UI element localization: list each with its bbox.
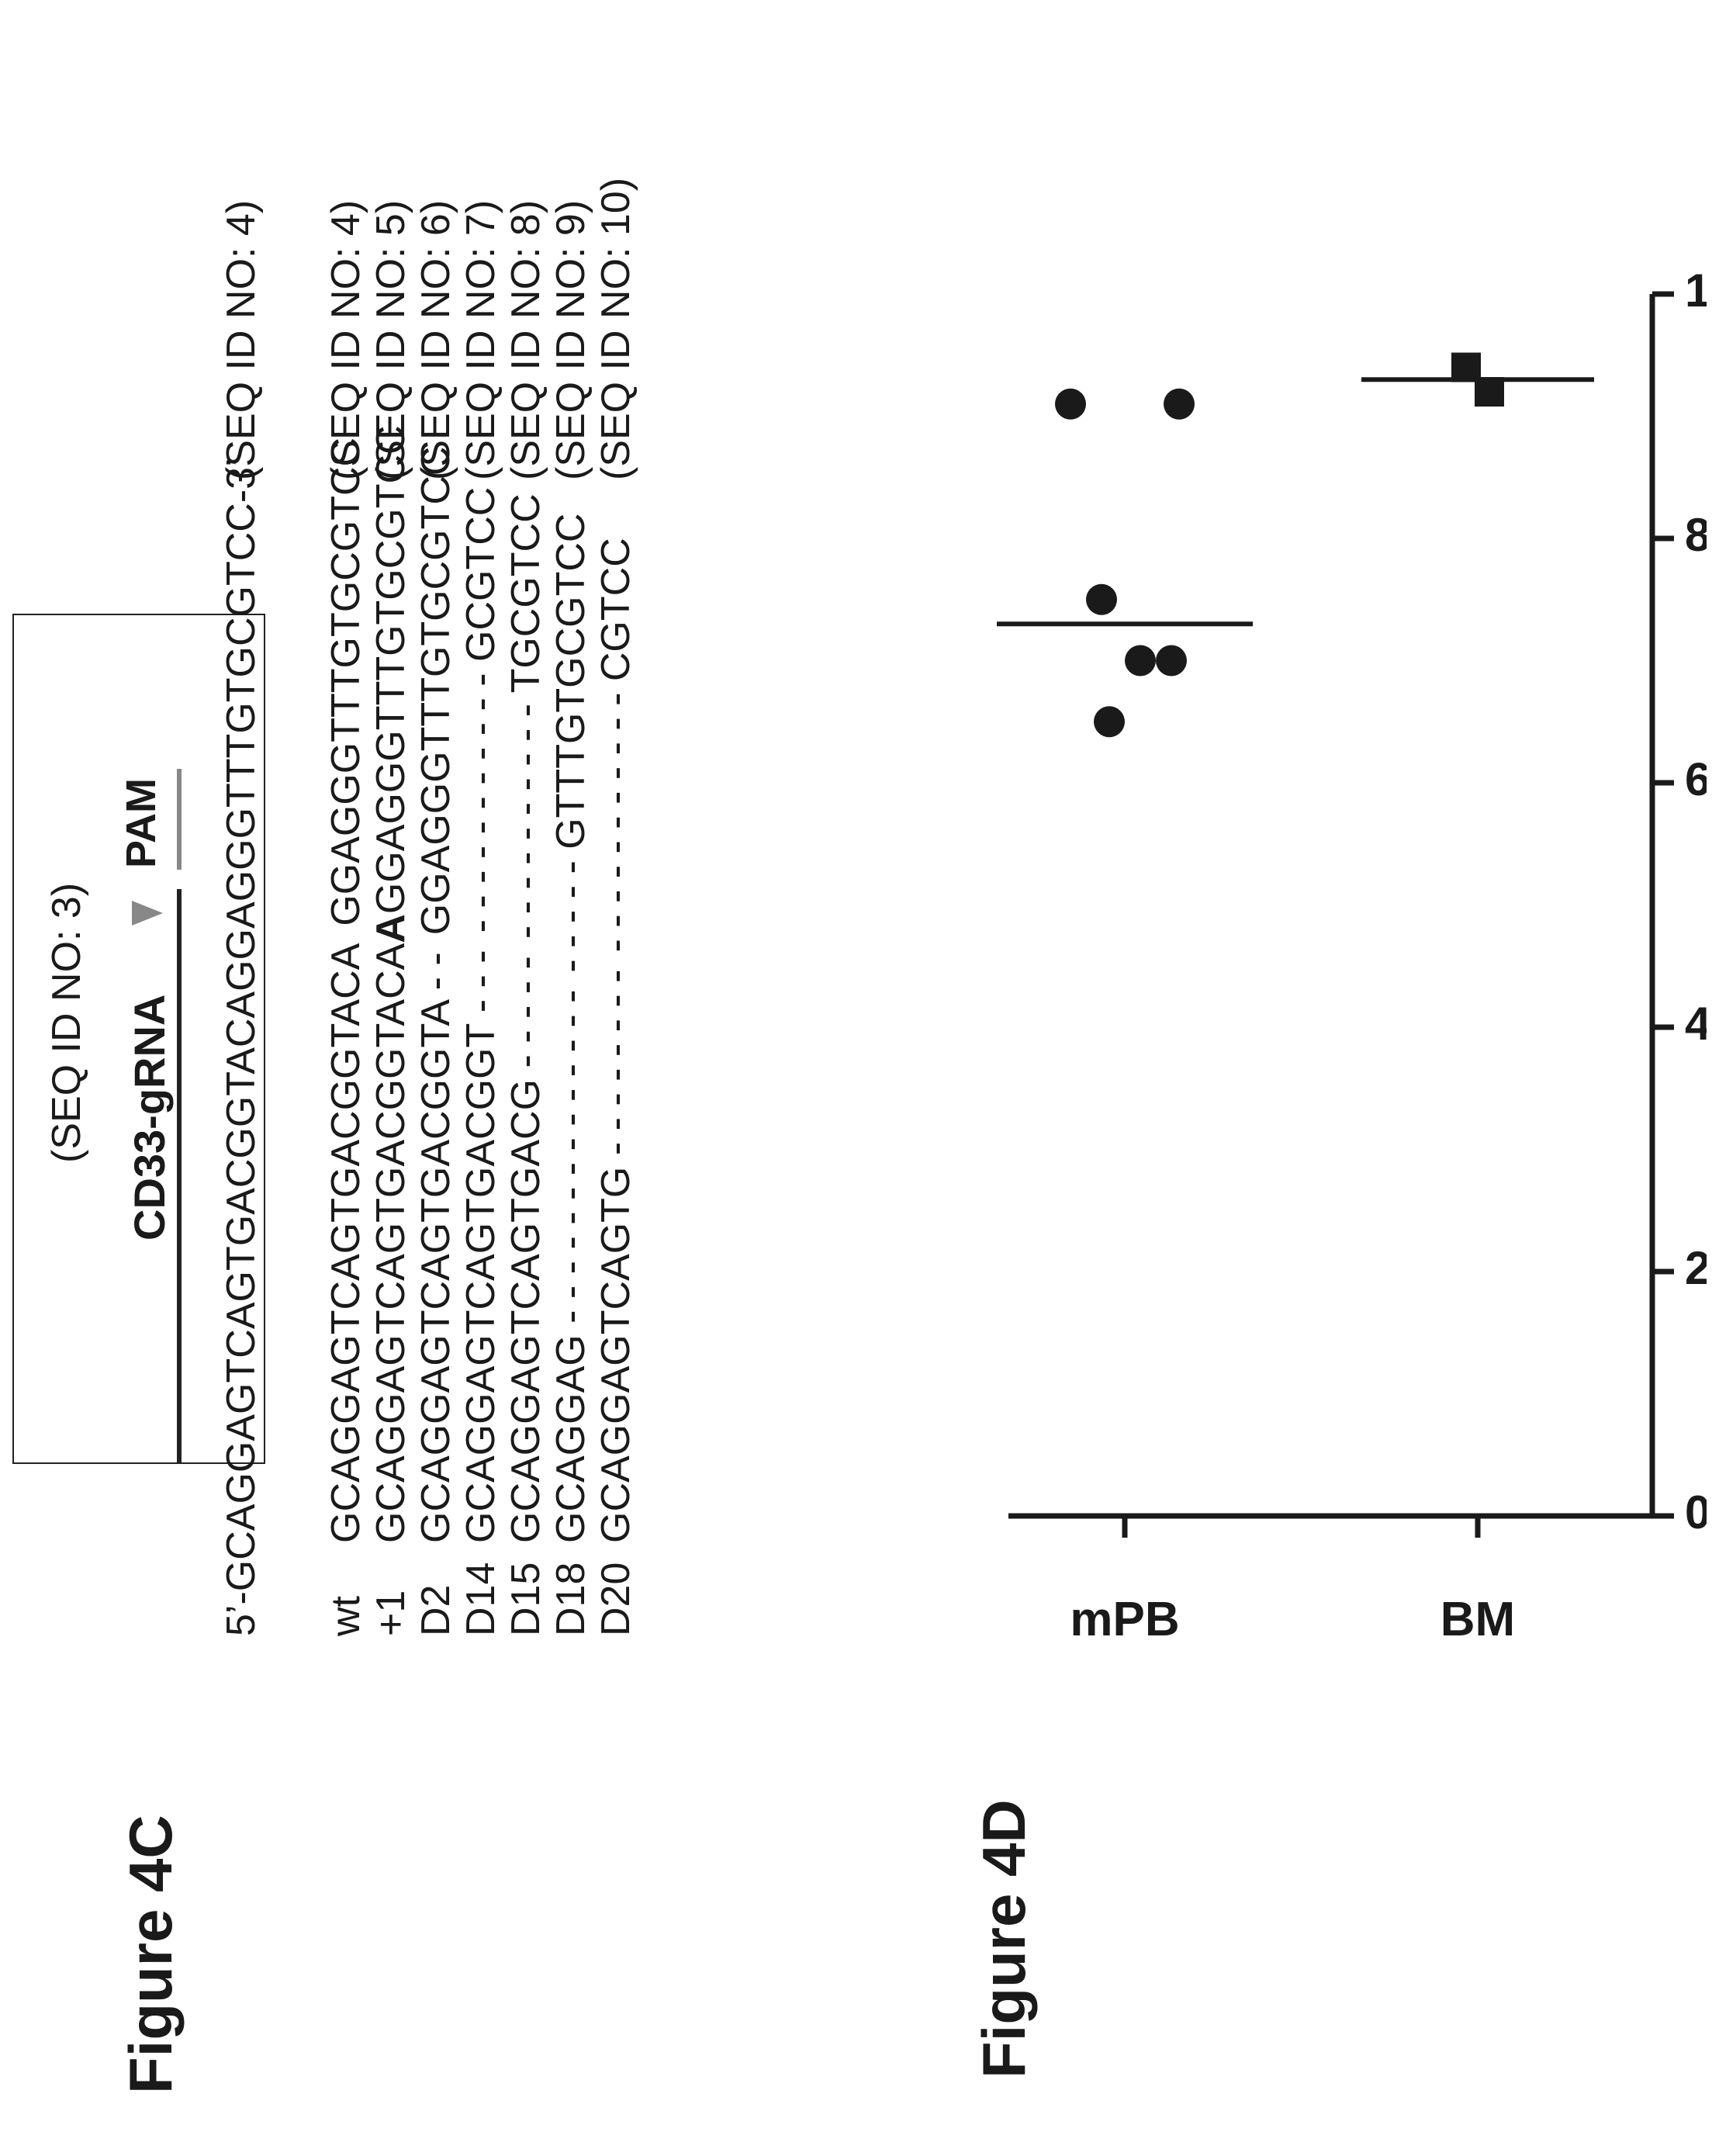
data-point-circle [1055, 388, 1086, 420]
data-point-circle [1086, 583, 1117, 615]
allele-sequence: GCAGGAGTCAGTG - - - - - - - - - - - - - -… [593, 538, 638, 1543]
allele-left-segment: GCAGGAG - - - - - - - - - - - - - - [548, 989, 593, 1543]
data-point-circle [1094, 706, 1125, 738]
value-tick-label: 80 [1685, 509, 1707, 561]
grna-name: CD33-gRNA [125, 994, 174, 1241]
category-label: BM [1441, 1593, 1515, 1646]
guide-underline [177, 889, 182, 1463]
value-tick-label: 60 [1685, 753, 1707, 805]
axes-layer [1008, 291, 1674, 1538]
reference-sequence: 5’-GCAGGAGTCAGTGACGGTACAGGAGGGTTTGTGCGTC… [219, 458, 264, 1636]
allele-name: wt [323, 1596, 368, 1636]
data-point-circle [1164, 388, 1195, 420]
allele-name: +1 [368, 1590, 413, 1636]
pam-underline [177, 769, 182, 870]
allele-seq-id: (SEQ ID NO: 10) [593, 177, 638, 480]
allele-sequence: GCAGGAGTCAGTGACGGTACAAGGAGGGTTTGTGCGTCC [368, 425, 413, 1543]
allele-right-segment: - - - - - - - - - - TGCGTCC [503, 493, 548, 940]
value-tick-label: 40 [1685, 998, 1707, 1050]
allele-name: D2 [413, 1584, 458, 1636]
allele-left-segment: GCAGGAGTCAGTGACGGTACA [323, 943, 368, 1543]
allele-insertion: A [368, 914, 413, 943]
allele-left-segment: GCAGGAGTCAGTGACG - - - - - [503, 956, 548, 1543]
allele-seq-id: (SEQ ID NO: 7) [458, 199, 503, 480]
data-point-circle [1156, 645, 1187, 677]
allele-seq-id: (SEQ ID NO: 4) [323, 199, 368, 480]
value-tick-label: 20 [1685, 1242, 1707, 1294]
allele-sequence: GCAGGAGTCAGTGACGGTACA GGAGGGTTTGTGCGTCC [323, 437, 368, 1543]
allele-seq-id: (SEQ ID NO: 6) [413, 199, 458, 480]
allele-name: D18 [548, 1562, 593, 1636]
allele-right-segment: GGAGGGTTTGTGCGTCC [368, 425, 413, 915]
allele-seq-id: (SEQ ID NO: 9) [548, 199, 593, 480]
allele-name: D15 [503, 1562, 548, 1636]
allele-name: D20 [593, 1562, 638, 1636]
allele-sequence: GCAGGAGTCAGTGACGGT - - - - - - - - - - - … [458, 486, 503, 1543]
grna-seq-id: (SEQ ID NO: 3) [44, 882, 89, 1163]
cut-site-arrow-icon [132, 901, 163, 926]
data-point-circle [1125, 645, 1156, 677]
value-tick-label: 0 [1685, 1486, 1707, 1538]
category-label: mPB [1070, 1593, 1179, 1646]
allele-left-segment: GCAGGAGTCAGTGACGGTACA [368, 943, 413, 1543]
allele-right-segment: GGAGGGTTTGTGCGTCC [323, 437, 368, 926]
figure-4c-label: Figure 4C [116, 1815, 185, 2094]
allele-name: D14 [458, 1562, 503, 1636]
reference-seq-id: (SEQ ID NO: 4) [219, 199, 264, 480]
allele-right-segment: GGAGGGTTTGTGCGTCC [413, 446, 458, 936]
cd33-ko-chart: 020406080100% CD33 KOmPBBMCB [997, 265, 1707, 1646]
allele-sequence: GCAGGAGTCAGTGACG - - - - - - - - - - - - … [503, 493, 548, 1543]
allele-left-segment: GCAGGAGTCAGTGACGGTA - - [413, 952, 458, 1543]
pam-label: PAM [118, 778, 164, 868]
marks-layer [997, 352, 1594, 738]
allele-left-segment: GCAGGAGTCAGTG - - - - - - - - [593, 969, 638, 1543]
allele-sequence: GCAGGAG - - - - - - - - - - - - - - - - -… [548, 513, 593, 1544]
labels-layer: 020406080100% CD33 KOmPBBMCB [1070, 265, 1707, 1646]
allele-right-segment: - - - - - - - - - - - GCGTCC [458, 486, 503, 933]
allele-left-segment: GCAGGAGTCAGTGACGGT - - - [458, 950, 503, 1543]
allele-sequence: GCAGGAGTCAGTGACGGTA - - GGAGGGTTTGTGCGTCC [413, 446, 458, 1544]
allele-seq-id: (SEQ ID NO: 8) [503, 199, 548, 480]
value-tick-label: 100 [1685, 265, 1707, 317]
allele-right-segment: - - - - - - - - - - - CGTCC [593, 538, 638, 953]
data-point-square [1451, 352, 1481, 382]
allele-right-segment: - - - - - GTTTGTGCGTCC [548, 513, 593, 973]
allele-seq-id: (SEQ ID NO: 5) [368, 199, 413, 480]
data-point-square [1475, 377, 1504, 407]
